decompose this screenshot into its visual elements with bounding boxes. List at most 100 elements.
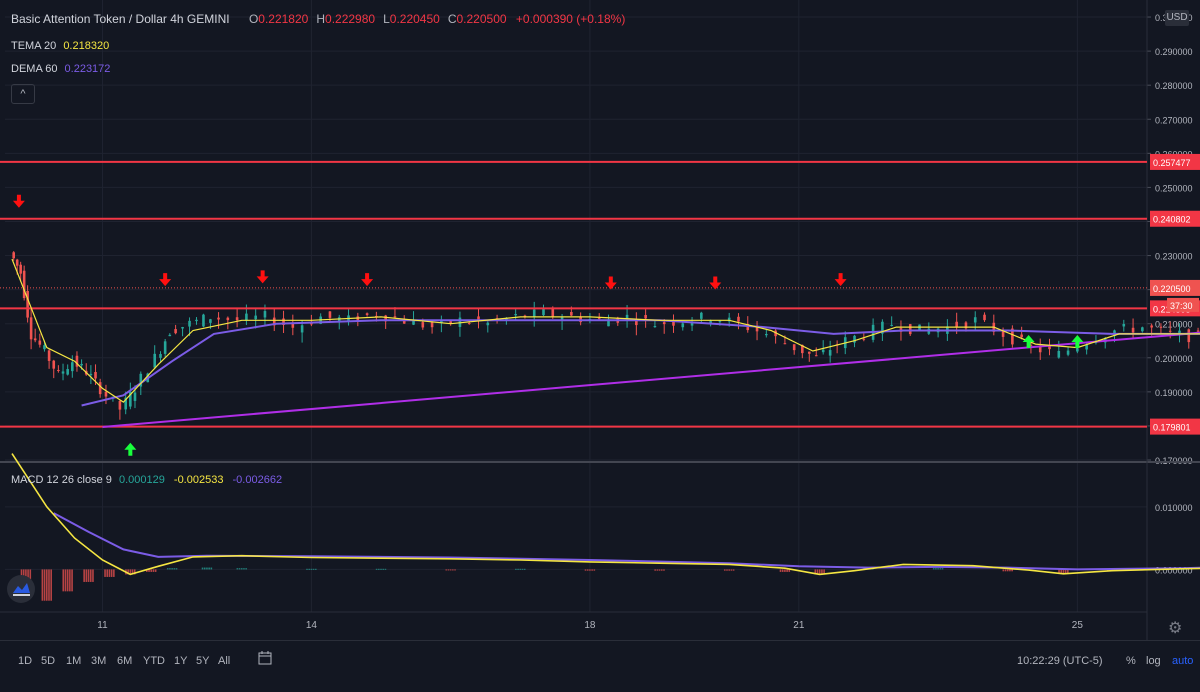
dema-legend[interactable]: DEMA 60 0.223172 xyxy=(11,63,110,75)
range-1d[interactable]: 1D xyxy=(18,655,33,667)
candle-body xyxy=(19,264,22,274)
symbol-header: Basic Attention Token / Dollar 4h GEMINI… xyxy=(11,12,631,26)
candle-body xyxy=(755,325,759,332)
auto-toggle[interactable]: auto xyxy=(1172,655,1194,667)
clock-readout[interactable]: 10:22:29 (UTC-5) xyxy=(1017,655,1103,667)
time-tick-label: 11 xyxy=(97,620,108,631)
candle-body xyxy=(282,318,285,325)
macd-histogram-bar xyxy=(166,568,169,570)
candle-body xyxy=(881,321,884,334)
ohlc-l-label: L xyxy=(383,12,390,26)
countdown-tag xyxy=(1167,297,1199,312)
currency-badge[interactable]: USD xyxy=(1165,10,1189,26)
macd-histogram-bar xyxy=(85,569,88,582)
candle-body xyxy=(1122,323,1126,327)
candle-body xyxy=(94,371,97,379)
macd-tick-label: 0.010000 xyxy=(1155,503,1193,513)
macd-histogram-bar xyxy=(584,569,587,571)
candle-body xyxy=(783,343,787,345)
candle-body xyxy=(188,320,191,327)
candle-body xyxy=(384,315,387,322)
price-tick-label: 0.230000 xyxy=(1155,252,1193,262)
level-price-label: 0.240802 xyxy=(1153,215,1191,225)
range-all[interactable]: All xyxy=(218,655,231,667)
tema-name: TEMA 20 xyxy=(11,40,57,52)
bottom-toolbar: 1D 5D 1M 3M 6M YTD 1Y 5Y All 10:22:29 (U… xyxy=(0,640,1200,681)
candle-body xyxy=(727,317,731,322)
tradingview-logo-icon[interactable] xyxy=(7,575,35,603)
candle-body xyxy=(1196,330,1200,332)
countdown-label: 37:30 xyxy=(1170,301,1193,311)
macd-histogram-bar xyxy=(314,568,317,570)
macd-histogram-bar xyxy=(821,569,823,575)
macd-histogram-bar xyxy=(45,569,48,601)
log-toggle[interactable]: log xyxy=(1146,655,1161,667)
macd-tick-label: 0.000000 xyxy=(1155,565,1193,575)
macd-histogram-bar xyxy=(380,568,382,570)
macd-histogram-bar xyxy=(779,569,782,572)
trendline xyxy=(102,331,1200,428)
settings-gear-icon[interactable]: ⚙ xyxy=(1168,620,1183,637)
macd-histogram-bar xyxy=(243,568,245,570)
candle-body xyxy=(291,323,295,328)
candle-body xyxy=(477,316,480,322)
symbol-title[interactable]: Basic Attention Token / Dollar xyxy=(11,12,167,26)
range-5d[interactable]: 5D xyxy=(41,655,56,667)
macd-histogram-bar xyxy=(127,569,129,575)
macd-histogram-bar xyxy=(310,568,313,570)
candle-body xyxy=(1011,328,1014,345)
macd-histogram-bar xyxy=(1060,569,1063,574)
candle-body xyxy=(737,316,740,322)
candle-body xyxy=(1085,344,1088,350)
candle-body xyxy=(1178,330,1181,336)
percent-toggle[interactable]: % xyxy=(1126,655,1136,667)
buy-arrow-icon xyxy=(1071,335,1084,349)
candle-body xyxy=(1187,329,1191,343)
range-1y[interactable]: 1Y xyxy=(174,655,188,667)
sell-arrow-icon xyxy=(709,276,722,290)
tema-line xyxy=(11,258,1200,403)
date-range-icon[interactable] xyxy=(258,651,272,668)
range-ytd[interactable]: YTD xyxy=(143,655,165,667)
candle-body xyxy=(52,360,56,369)
candle-body xyxy=(133,392,137,401)
macd-histogram-bar xyxy=(208,567,210,570)
candle-body xyxy=(421,322,425,328)
candle-body xyxy=(792,344,796,351)
macd-histogram-bar xyxy=(66,569,69,592)
macd-histogram-bar xyxy=(92,569,94,582)
range-3m[interactable]: 3M xyxy=(91,655,107,667)
tema-legend[interactable]: TEMA 20 0.218320 xyxy=(11,40,109,52)
candle-body xyxy=(29,317,33,340)
collapse-legend-button[interactable]: ^ xyxy=(11,84,35,104)
candle-body xyxy=(718,321,722,323)
macd-histogram-bar xyxy=(169,568,171,570)
macd-histogram-bar xyxy=(210,567,213,570)
candle-body xyxy=(746,324,750,331)
level-price-tag xyxy=(1150,418,1200,435)
macd-legend[interactable]: MACD 12 26 close 9 0.000129 -0.002533 -0… xyxy=(11,474,282,486)
candle-body xyxy=(1038,346,1042,353)
macd-histogram-bar xyxy=(41,569,44,601)
candle-body xyxy=(662,322,666,325)
macd-histogram-bar xyxy=(238,568,241,570)
candle-body xyxy=(1168,330,1172,332)
candle-body xyxy=(254,315,257,320)
candle-body xyxy=(71,362,74,372)
candle-body xyxy=(814,355,818,357)
candle-body xyxy=(98,382,102,395)
candle-body xyxy=(430,322,434,328)
candle-body xyxy=(217,317,220,320)
macd-histogram-bar xyxy=(129,569,132,575)
candle-body xyxy=(1076,348,1079,352)
range-6m[interactable]: 6M xyxy=(117,655,133,667)
interval-label[interactable]: 4h xyxy=(170,12,184,26)
range-5y[interactable]: 5Y xyxy=(196,655,210,667)
candle-body xyxy=(709,321,712,324)
ohlc-o-value: 0.221820 xyxy=(258,12,309,26)
macd-histogram-bar xyxy=(935,568,937,570)
range-1m[interactable]: 1M xyxy=(66,655,82,667)
macd-histogram-bar xyxy=(447,569,450,571)
macd-histogram-bar xyxy=(69,569,71,592)
